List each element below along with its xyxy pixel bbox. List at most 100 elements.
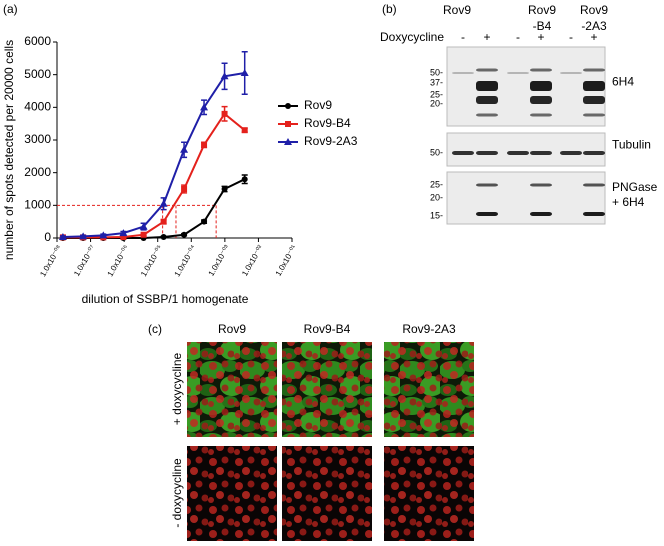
- blot-band: [530, 68, 552, 72]
- mw-marker: 15-: [430, 210, 443, 220]
- lane-group: Rov9: [443, 3, 471, 17]
- panel-label: (b): [382, 2, 397, 16]
- x-axis-title: dilution of SSBP/1 homogenate: [82, 292, 249, 306]
- lane-group: -2A3: [581, 19, 607, 33]
- blot-band: [476, 81, 498, 91]
- y-tick-label: 4000: [24, 100, 51, 114]
- lane-sign: +: [537, 30, 544, 44]
- x-tick-label: 1.0x10⁻⁰⁵: [139, 244, 164, 279]
- blot-band: [583, 113, 605, 117]
- y-tick-label: 1000: [24, 198, 51, 212]
- mw-marker: 50-: [430, 67, 443, 77]
- blot-band: [583, 68, 605, 72]
- mw-marker: 37-: [430, 77, 443, 87]
- data-point: [201, 218, 208, 225]
- blot-label: Tubulin: [612, 138, 651, 152]
- blot-label: + 6H4: [612, 195, 645, 209]
- blot-membrane: [446, 46, 606, 127]
- blot-band: [583, 212, 605, 216]
- treatment-label: Doxycycline: [380, 30, 444, 44]
- data-point: [181, 186, 188, 192]
- blot-band: [583, 183, 605, 187]
- y-axis-title: number of spots detected per 20000 cells: [2, 40, 16, 260]
- x-tick-label: 1.0x10⁻⁰⁶: [106, 244, 131, 279]
- y-tick-label: 3000: [24, 132, 51, 146]
- legend-label: Rov9-B4: [304, 116, 351, 130]
- blot-label: PNGase: [612, 180, 658, 194]
- data-point: [79, 232, 88, 240]
- data-point: [285, 121, 291, 127]
- blot-band: [476, 68, 498, 72]
- data-point: [241, 176, 248, 183]
- data-point: [200, 103, 209, 111]
- lane-sign: -: [516, 30, 520, 44]
- micrograph-nuclei: [384, 446, 474, 541]
- mw-marker: 25-: [430, 89, 443, 99]
- blot-band: [530, 81, 552, 91]
- blot-band: [452, 72, 474, 74]
- column-header: Rov9-2A3: [402, 322, 456, 336]
- x-tick-label: 1.0x10⁻⁰⁴: [173, 243, 199, 278]
- y-tick-label: 0: [44, 230, 51, 244]
- data-point: [241, 127, 248, 134]
- blot-band: [560, 72, 582, 74]
- x-tick-label: 1.0x10⁻⁰²: [240, 243, 265, 277]
- data-point: [240, 69, 249, 77]
- data-point: [284, 138, 292, 145]
- blot-band: [583, 81, 605, 91]
- data-point: [220, 72, 229, 80]
- data-point: [139, 222, 148, 230]
- micrograph-nuclei: [187, 342, 277, 437]
- y-tick-label: 2000: [24, 165, 51, 179]
- data-point: [120, 234, 127, 241]
- micrograph-nuclei: [384, 342, 474, 437]
- x-tick-label: 1.0x10⁻⁰¹: [274, 243, 299, 277]
- data-point: [160, 234, 167, 241]
- panel-label: (c): [148, 322, 162, 336]
- series-line: [62, 112, 246, 239]
- blot-band: [530, 212, 552, 216]
- micrograph-nuclei: [187, 446, 277, 541]
- legend-label: Rov9-2A3: [304, 134, 358, 148]
- column-header: Rov9: [218, 322, 246, 336]
- mw-marker: 20-: [430, 192, 443, 202]
- y-tick-label: 5000: [24, 67, 51, 81]
- x-tick-label: 1.0x10⁻⁰⁷: [72, 243, 97, 277]
- blot-band: [476, 151, 498, 155]
- micrograph-nuclei: [282, 446, 372, 541]
- data-point: [99, 231, 108, 239]
- lane-sign: +: [483, 30, 490, 44]
- row-header: + doxycycline: [170, 352, 184, 425]
- lane-group: -B4: [533, 19, 552, 33]
- data-point: [221, 110, 228, 117]
- blot-band: [583, 151, 605, 155]
- mw-marker: 20-: [430, 98, 443, 108]
- lane-sign: -: [569, 30, 573, 44]
- blot-band: [476, 212, 498, 216]
- blot-band: [530, 113, 552, 117]
- blot-band: [583, 96, 605, 104]
- data-point: [201, 141, 208, 148]
- blot-band: [507, 151, 529, 155]
- column-header: Rov9-B4: [304, 322, 351, 336]
- blot-label: 6H4: [612, 75, 634, 89]
- lane-group: Rov9: [580, 3, 608, 17]
- x-tick-label: 1.0x10⁻⁰⁸: [38, 244, 63, 279]
- data-point: [58, 233, 67, 241]
- blot-band: [476, 183, 498, 187]
- mw-marker: 25-: [430, 179, 443, 189]
- data-point: [180, 145, 189, 153]
- data-point: [140, 231, 147, 238]
- y-tick-label: 6000: [24, 34, 51, 48]
- lane-group: Rov9: [528, 3, 556, 17]
- row-header: - doxycycline: [170, 458, 184, 528]
- series-line: [62, 72, 245, 239]
- blot-band: [507, 72, 529, 74]
- panel-label: (a): [3, 2, 18, 16]
- mw-marker: 50-: [430, 147, 443, 157]
- lane-sign: +: [590, 30, 597, 44]
- blot-membrane: [446, 171, 606, 225]
- blot-band: [560, 151, 582, 155]
- blot-band: [476, 96, 498, 104]
